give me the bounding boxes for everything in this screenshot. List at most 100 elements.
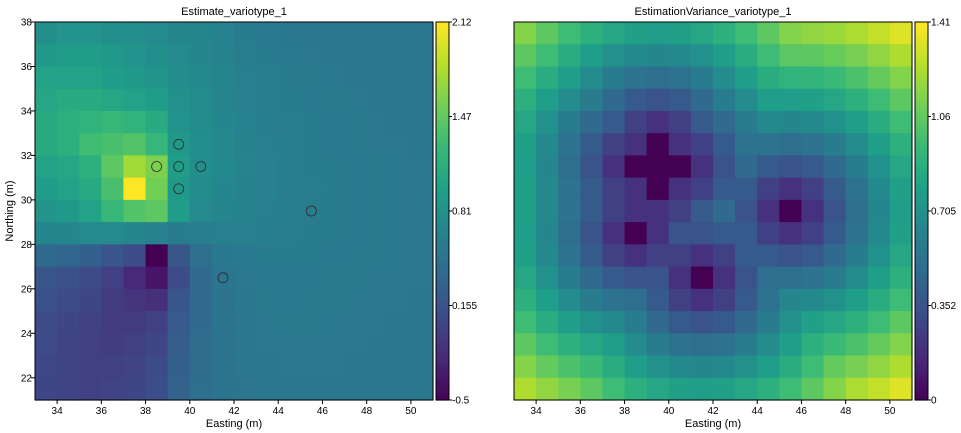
heatmap-cell xyxy=(344,44,368,68)
colorbar-segment xyxy=(915,252,928,257)
chart-title: EstimationVariance_variotype_1 xyxy=(635,6,792,18)
heatmap-cell xyxy=(123,22,147,45)
colorbar-segment xyxy=(915,199,928,205)
heatmap-cell xyxy=(211,155,235,179)
heatmap-cell xyxy=(867,333,891,357)
heatmap-cell xyxy=(801,266,825,290)
colorbar-segment xyxy=(915,25,928,31)
colorbar-segment xyxy=(436,275,449,280)
colorbar-segment xyxy=(915,158,928,163)
colorbar-segment xyxy=(436,248,449,254)
heatmap-cell xyxy=(536,177,559,201)
heatmap-cell xyxy=(536,222,559,245)
colorbar-segment xyxy=(915,309,928,314)
heatmap-cell xyxy=(234,333,257,357)
heatmap-cell xyxy=(366,266,390,290)
colorbar-segment xyxy=(436,358,449,363)
colorbar-segment xyxy=(915,339,928,344)
heatmap-cell xyxy=(167,88,191,112)
heatmap-cell xyxy=(889,333,913,357)
heatmap-cell xyxy=(366,311,390,334)
heatmap-cell xyxy=(278,88,301,112)
colorbar-segment xyxy=(915,105,928,110)
heatmap-cell xyxy=(713,110,736,134)
heatmap-cell xyxy=(167,377,191,401)
colorbar: 1.41 1.06 0.705 0.352 0 xyxy=(914,18,956,407)
colorbar-segment xyxy=(915,67,928,72)
heatmap-cell xyxy=(35,133,58,157)
heatmap-cell xyxy=(35,66,58,90)
colorbar-segment xyxy=(436,347,449,352)
heatmap-cell xyxy=(145,355,169,379)
x-tick-label: 40 xyxy=(184,406,196,417)
heatmap-cell xyxy=(278,133,301,157)
heatmap-cell xyxy=(278,44,301,68)
heatmap-cell xyxy=(602,333,626,357)
heatmap-cell xyxy=(234,110,257,134)
heatmap-cell xyxy=(514,333,537,357)
heatmap-cell xyxy=(300,333,324,357)
heatmap-cell xyxy=(668,377,692,401)
heatmap-cell xyxy=(801,355,825,379)
heatmap-cell xyxy=(779,110,803,134)
heatmap-cell xyxy=(189,177,213,201)
colorbar-segment xyxy=(915,358,928,363)
heatmap-cell xyxy=(536,110,559,134)
heatmap-cell xyxy=(145,244,169,268)
heatmap-cell xyxy=(580,355,604,379)
y-tick-label: 22 xyxy=(21,373,33,384)
colorbar-segment xyxy=(915,365,928,371)
heatmap-cell xyxy=(713,244,736,268)
colorbar-segment xyxy=(915,347,928,352)
heatmap-cell xyxy=(624,244,648,268)
heatmap-cell xyxy=(845,133,869,157)
heatmap-cell xyxy=(558,266,581,290)
colorbar-segment xyxy=(915,195,928,201)
heatmap-cell xyxy=(801,222,825,245)
heatmap-cell xyxy=(278,244,301,268)
heatmap-cell xyxy=(167,199,191,223)
heatmap-cell xyxy=(234,155,257,179)
heatmap-cell xyxy=(101,377,125,401)
heatmap-cell xyxy=(300,44,324,68)
heatmap-cell xyxy=(300,133,324,157)
colorbar-segment xyxy=(436,384,449,390)
colorbar-segment xyxy=(915,354,928,360)
heatmap-cell xyxy=(388,66,412,90)
y-tick-label: 28 xyxy=(21,240,33,251)
heatmap-cell xyxy=(779,266,803,290)
heatmap-cell xyxy=(646,266,670,290)
colorbar-segment xyxy=(436,331,449,337)
colorbar-segment xyxy=(915,241,928,246)
heatmap-cell xyxy=(57,66,80,90)
heatmap-cell xyxy=(646,288,670,312)
heatmap-cell xyxy=(735,244,758,268)
heatmap-cell xyxy=(344,177,368,201)
heatmap-cell xyxy=(57,22,80,45)
colorbar-segment xyxy=(915,373,928,378)
heatmap-cell xyxy=(123,133,147,157)
heatmap-cell xyxy=(602,377,626,401)
heatmap-cell xyxy=(57,288,80,312)
heatmap-cell xyxy=(167,266,191,290)
heatmap-cell xyxy=(211,22,235,45)
heatmap-cell xyxy=(624,199,648,223)
heatmap-cell xyxy=(344,110,368,134)
heatmap-cell xyxy=(189,110,213,134)
heatmap-cell xyxy=(410,88,434,112)
heatmap-cell xyxy=(558,244,581,268)
heatmap-cell xyxy=(322,222,346,245)
colorbar-segment xyxy=(436,271,449,276)
heatmap-cell xyxy=(867,377,891,401)
heatmap-cell xyxy=(646,311,670,334)
heatmap-cell xyxy=(101,110,125,134)
heatmap-cell xyxy=(823,44,847,68)
heatmap-cell xyxy=(646,88,670,112)
heatmap-cell xyxy=(366,199,390,223)
heatmap-cell xyxy=(735,222,758,245)
heatmap-cell xyxy=(801,22,825,45)
heatmap-cell xyxy=(234,199,257,223)
colorbar-segment xyxy=(915,135,928,140)
heatmap-cell xyxy=(79,22,102,45)
colorbar-segment xyxy=(915,29,928,34)
